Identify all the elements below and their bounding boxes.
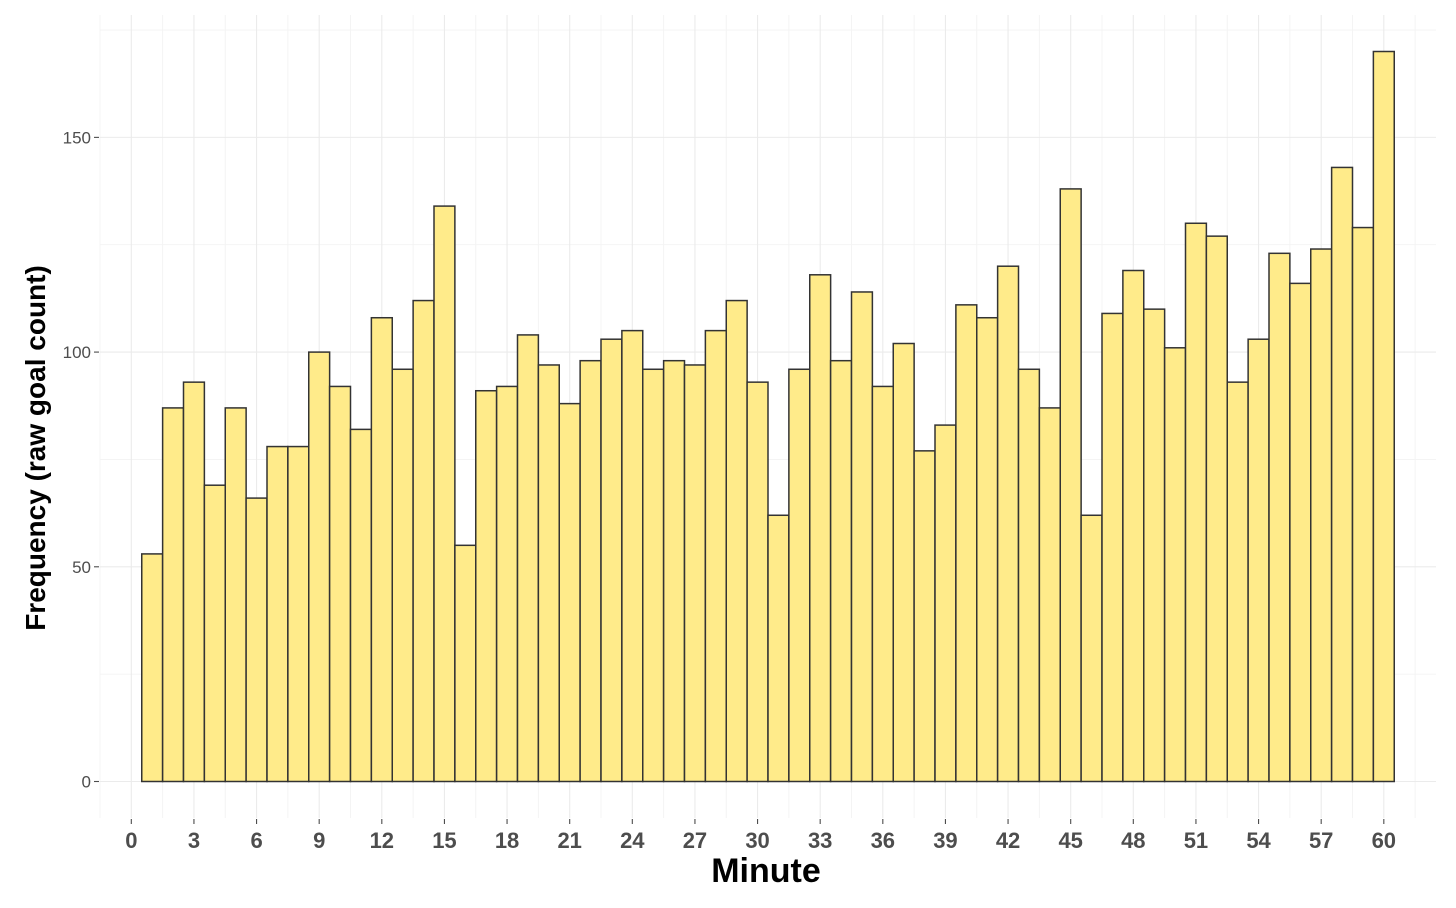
- bar-minute-10: [328, 385, 352, 783]
- x-tick-label: 45: [1058, 828, 1082, 853]
- bar-minute-16: [454, 544, 477, 783]
- bar-minute-58: [1330, 166, 1354, 783]
- x-tick-label: 0: [125, 828, 137, 853]
- bar-minute-51: [1184, 222, 1208, 783]
- bar-minute-9: [308, 351, 331, 783]
- bar-minute-28: [704, 329, 727, 783]
- x-tick-label: 54: [1246, 828, 1271, 853]
- bar-minute-33: [809, 274, 832, 783]
- x-tick-label: 6: [250, 828, 262, 853]
- y-axis: 0 50 100 150: [63, 128, 99, 792]
- bar-minute-1: [141, 553, 164, 783]
- x-tick-label: 36: [871, 828, 895, 853]
- bar-minute-42: [996, 265, 1020, 783]
- bar-minute-46: [1080, 514, 1103, 783]
- bar-minute-12: [370, 316, 393, 783]
- bar-minute-5: [224, 407, 247, 783]
- bar-minute-25: [642, 368, 665, 783]
- bar-minute-43: [1017, 368, 1041, 783]
- x-tick-label: 57: [1309, 828, 1333, 853]
- bar-minute-13: [391, 368, 414, 783]
- x-tick-label: 51: [1184, 828, 1208, 853]
- x-tick-label: 39: [933, 828, 957, 853]
- bar-minute-15: [433, 205, 456, 783]
- bar-minute-27: [683, 364, 707, 783]
- y-axis-title: Frequency (raw goal count): [20, 265, 51, 631]
- bar-minute-21: [558, 402, 581, 783]
- x-tick-label: 48: [1121, 828, 1145, 853]
- bar-minute-2: [161, 407, 185, 783]
- bar-minute-59: [1351, 226, 1375, 783]
- bar-minute-55: [1268, 252, 1291, 783]
- bar-minute-47: [1101, 312, 1124, 783]
- bar-minute-19: [516, 334, 540, 783]
- x-tick-label: 60: [1372, 828, 1396, 853]
- bar-minute-8: [287, 445, 310, 783]
- bar-minute-49: [1143, 308, 1166, 783]
- y-tick-label: 0: [82, 773, 91, 792]
- bar-minute-60: [1372, 50, 1395, 783]
- x-tick-label: 15: [432, 828, 456, 853]
- bar-minute-22: [579, 359, 602, 783]
- bar-minute-35: [850, 291, 874, 783]
- x-tick-label: 42: [996, 828, 1020, 853]
- bar-minute-20: [537, 364, 560, 783]
- x-tick-label: 24: [620, 828, 645, 853]
- bar-minute-24: [621, 329, 644, 783]
- x-tick-label: 21: [557, 828, 581, 853]
- bar-minute-17: [475, 389, 498, 783]
- bar-minute-54: [1247, 338, 1270, 783]
- bar-minute-36: [871, 385, 894, 783]
- bar-minute-48: [1122, 269, 1145, 783]
- x-tick-label: 27: [683, 828, 707, 853]
- bar-minute-56: [1289, 282, 1312, 783]
- y-tick-label: 150: [63, 128, 91, 147]
- bar-minute-45: [1059, 188, 1082, 783]
- bar-minute-7: [266, 445, 289, 783]
- bar-minute-32: [788, 368, 811, 783]
- bar-minute-53: [1226, 381, 1249, 783]
- bar-minute-31: [767, 514, 790, 783]
- bar-minute-57: [1310, 248, 1333, 783]
- x-tick-label: 33: [808, 828, 832, 853]
- bar-minute-23: [600, 338, 623, 783]
- bar-minute-14: [412, 299, 435, 783]
- bar-minute-11: [349, 428, 373, 783]
- bar-minute-3: [182, 381, 206, 783]
- bar-minute-37: [892, 342, 915, 783]
- x-axis: 0 3 6 9 12 15 18 21 24 27 30 33 36 39 42 45 48 51 54 57 60: [125, 819, 1396, 853]
- bar-minute-40: [955, 304, 978, 783]
- bars: [141, 50, 1395, 783]
- bar-minute-38: [913, 450, 936, 783]
- x-tick-label: 12: [370, 828, 394, 853]
- bar-minute-41: [976, 316, 999, 783]
- x-axis-title: Minute: [711, 852, 821, 890]
- bar-minute-50: [1163, 347, 1187, 783]
- bar-minute-34: [829, 359, 853, 783]
- bar-minute-39: [934, 424, 957, 783]
- x-tick-label: 30: [745, 828, 769, 853]
- bar-minute-18: [495, 385, 519, 783]
- y-tick-label: 50: [72, 558, 91, 577]
- x-tick-label: 9: [313, 828, 325, 853]
- bar-minute-29: [725, 299, 748, 783]
- y-tick-label: 100: [63, 343, 91, 362]
- bar-minute-6: [245, 497, 268, 783]
- bar-minute-26: [662, 359, 686, 783]
- bar-minute-4: [203, 484, 226, 783]
- bar-minute-30: [746, 381, 769, 783]
- bar-minute-52: [1205, 235, 1228, 783]
- x-tick-label: 18: [495, 828, 519, 853]
- bar-minute-44: [1038, 407, 1061, 783]
- x-tick-label: 3: [188, 828, 200, 853]
